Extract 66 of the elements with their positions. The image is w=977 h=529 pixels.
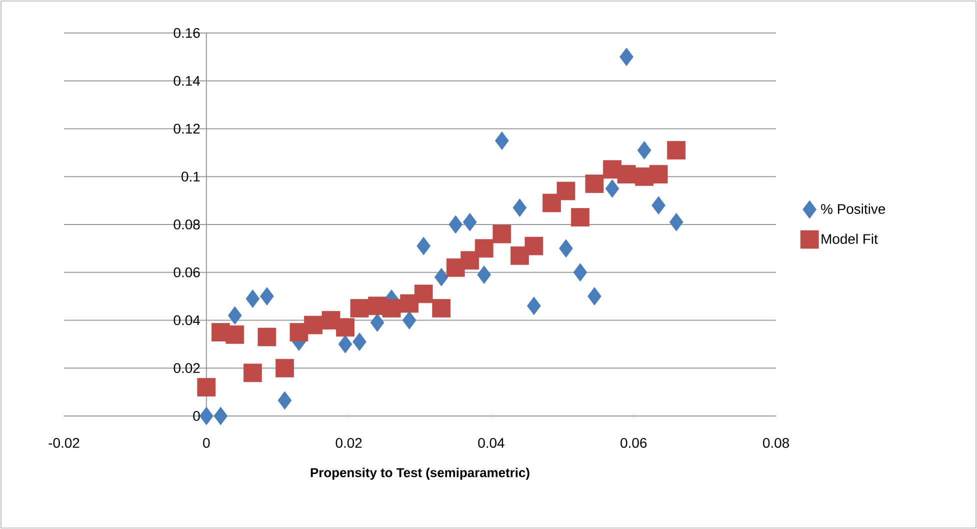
x-tick-label: 0.08 — [762, 438, 789, 448]
point — [197, 378, 216, 396]
x-tick-label: 0.06 — [620, 438, 647, 448]
point — [494, 132, 509, 150]
point — [304, 316, 322, 334]
point — [246, 289, 260, 308]
point — [556, 182, 576, 200]
y-tick-label: 0 — [193, 411, 200, 421]
point — [637, 141, 652, 160]
y-tick-label: 0.08 — [174, 220, 200, 230]
point — [448, 215, 463, 234]
x-tick-label: 0 — [203, 438, 210, 448]
point — [226, 325, 244, 344]
point — [228, 306, 242, 325]
legend-label: % Positive — [821, 204, 886, 214]
y-tick-label: 0.02 — [174, 363, 200, 374]
point — [559, 239, 573, 258]
x-tick-label: 0.04 — [478, 438, 504, 448]
point — [258, 328, 276, 346]
point — [432, 299, 451, 318]
y-tick-label: 0.06 — [174, 267, 200, 278]
point — [414, 284, 433, 304]
point — [214, 406, 228, 426]
point — [605, 179, 620, 198]
point — [477, 266, 492, 284]
y-tick-label: 0.14 — [174, 76, 200, 86]
x-axis-title: Propensity to Test (semiparametric) — [310, 468, 530, 480]
point — [571, 208, 590, 226]
point — [402, 311, 416, 330]
point — [382, 299, 401, 318]
point — [620, 48, 634, 66]
point — [338, 334, 352, 354]
point — [199, 406, 214, 426]
point — [350, 299, 369, 318]
point — [352, 332, 366, 351]
point — [524, 236, 544, 256]
point — [667, 141, 686, 160]
point — [260, 287, 274, 306]
x-tick-label: -0.02 — [48, 438, 80, 448]
point — [585, 174, 604, 193]
point — [434, 268, 448, 286]
point — [243, 364, 262, 382]
point — [462, 212, 477, 232]
point — [526, 296, 541, 316]
y-tick-label: 0.12 — [174, 124, 200, 134]
point — [492, 224, 512, 244]
y-tick-label: 0.04 — [174, 315, 200, 326]
y-tick-label: 0.16 — [174, 28, 200, 38]
point — [512, 198, 527, 217]
point — [276, 358, 294, 378]
legend-label: Model Fit — [822, 234, 878, 244]
x-tick-label: 0.02 — [336, 438, 362, 448]
point — [669, 212, 684, 232]
point — [370, 313, 384, 332]
point — [617, 165, 636, 184]
point — [416, 236, 431, 256]
point — [460, 251, 480, 270]
y-tick-label: 0.1 — [182, 172, 200, 182]
point — [474, 239, 494, 258]
point — [278, 391, 292, 410]
point — [649, 165, 668, 184]
point — [542, 194, 561, 212]
point — [588, 287, 602, 306]
point — [336, 318, 354, 337]
point — [652, 196, 666, 215]
point — [573, 263, 588, 282]
